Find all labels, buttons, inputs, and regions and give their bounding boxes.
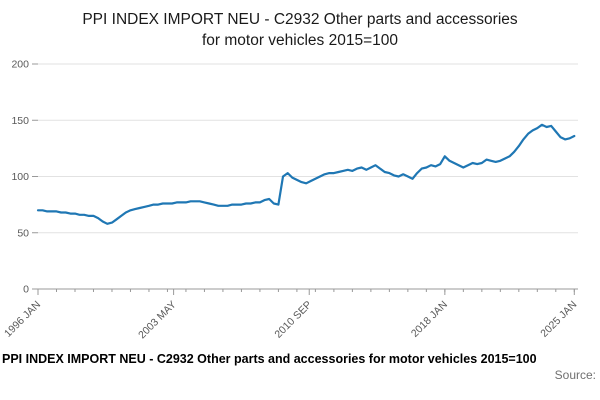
y-tick-label: 50 <box>17 227 29 239</box>
y-tick-label: 150 <box>11 115 29 127</box>
line-chart: 0 50 100 150 200 1996 JAN 2003 MAY 2010 SEP 2018… <box>2 58 579 341</box>
source-label: Source: <box>554 367 596 382</box>
y-tick-label: 0 <box>23 283 29 295</box>
x-tick-label: 2003 MAY <box>136 298 179 341</box>
footer-caption: PPI INDEX IMPORT NEU - C2932 Other parts… <box>2 351 537 366</box>
x-tick-label: 1996 JAN <box>2 298 43 339</box>
data-series-line <box>36 123 576 225</box>
x-tick-label: 2010 SEP <box>272 298 314 340</box>
y-tick-label: 100 <box>11 171 29 183</box>
chart-title: PPI INDEX IMPORT NEU - C2932 Other parts… <box>82 11 518 49</box>
y-tick-label: 200 <box>11 58 29 70</box>
x-tick-label: 2018 JAN <box>409 298 450 339</box>
x-tick-label: 2025 JAN <box>538 298 579 339</box>
